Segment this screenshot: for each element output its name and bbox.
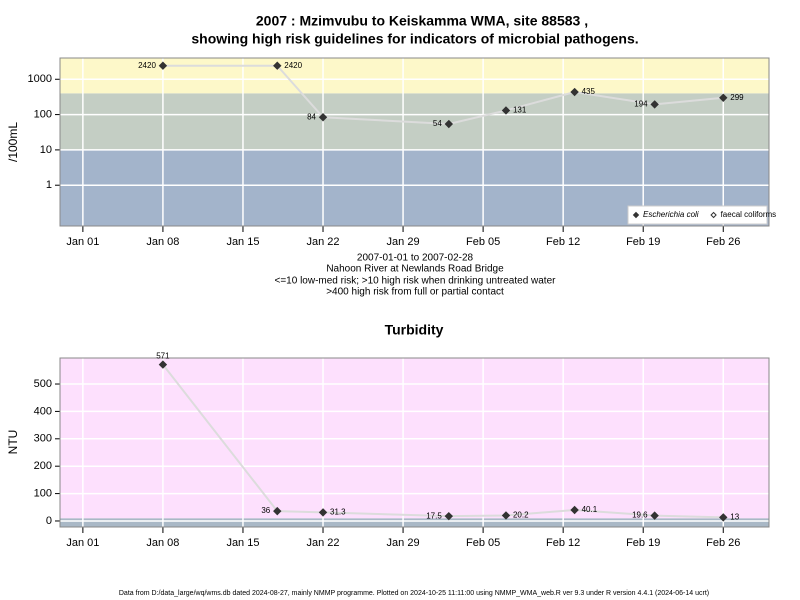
footer: Data from D:/data_large/wq/wms.db dated … (119, 590, 709, 597)
data-point (273, 506, 282, 516)
data-label: 2420 (138, 61, 156, 70)
risk-band (60, 518, 769, 527)
x-tick-label: Jan 01 (66, 537, 99, 549)
annotation: >400 high risk from full or partial cont… (326, 287, 504, 298)
data-label: 54 (433, 119, 442, 128)
y-axis-label: NTU (6, 430, 20, 455)
y-tick-label: 100 (34, 108, 52, 120)
x-tick-label: Feb 19 (626, 236, 660, 248)
y-axis-label: /100mL (6, 122, 20, 162)
data-point (501, 106, 511, 115)
x-tick-label: Feb 05 (466, 537, 500, 549)
data-label: 84 (307, 112, 316, 121)
y-tick-label: 300 (34, 433, 52, 445)
series-line (162, 64, 724, 126)
x-tick-label: Feb 19 (626, 537, 660, 549)
x-tick-label: Jan 29 (387, 236, 420, 248)
data-point (318, 113, 328, 122)
data-label: 31.3 (330, 508, 346, 517)
chart-title: 2007 : Mzimvubu to Keiskamma WMA, site 8… (256, 13, 588, 29)
data-label: 36 (261, 506, 270, 515)
data-point (719, 93, 728, 102)
data-point (158, 360, 168, 369)
data-label: 13 (730, 513, 739, 522)
x-tick-label: Jan 15 (226, 537, 259, 549)
data-label: 571 (156, 352, 170, 361)
legend-label: Escherichia coli (643, 210, 699, 219)
y-tick-label: 0 (46, 515, 52, 527)
legend-marker (632, 211, 640, 219)
risk-band (60, 58, 769, 94)
series-line (162, 363, 724, 519)
legend-box (627, 205, 768, 225)
legend-label: faecal coliforms (721, 210, 777, 219)
y-tick-label: 400 (34, 405, 52, 417)
data-point (650, 100, 659, 109)
data-point (444, 119, 454, 129)
x-tick-label: Jan 22 (307, 537, 340, 549)
legend-marker (710, 211, 717, 219)
x-tick-label: Feb 26 (706, 236, 740, 248)
data-point (501, 511, 511, 520)
data-point (158, 61, 168, 70)
x-tick-label: Feb 05 (466, 236, 500, 248)
x-tick-label: Feb 26 (706, 537, 740, 549)
y-tick-label: 1000 (28, 73, 52, 85)
y-tick-label: 10 (40, 144, 52, 156)
data-point (570, 87, 579, 97)
annotation: Nahoon River at Newlands Road Bridge (326, 264, 504, 275)
data-label: 20.2 (513, 511, 529, 520)
data-point (444, 511, 454, 521)
data-point (318, 508, 328, 517)
x-tick-label: Feb 12 (546, 236, 580, 248)
data-label: 2420 (284, 61, 302, 70)
plot-frame (59, 357, 770, 528)
y-tick-label: 200 (34, 460, 52, 472)
chart-subtitle: showing high risk guidelines for indicat… (191, 31, 638, 47)
data-label: 435 (582, 87, 596, 96)
data-label: 194 (634, 100, 648, 109)
y-tick-label: 500 (34, 378, 52, 390)
annotation: 2007-01-01 to 2007-02-28 (357, 253, 474, 264)
x-tick-label: Jan 15 (226, 236, 259, 248)
plot-frame (59, 57, 770, 227)
x-tick-label: Jan 08 (146, 537, 179, 549)
y-tick-label: 100 (34, 487, 52, 499)
y-tick-label: 1 (46, 179, 52, 191)
chart-title: Turbidity (385, 322, 444, 338)
data-label: 299 (730, 93, 744, 102)
x-tick-label: Jan 08 (146, 236, 179, 248)
x-tick-label: Jan 22 (307, 236, 340, 248)
data-point (570, 505, 579, 515)
annotation: <=10 low-med risk; >10 high risk when dr… (275, 276, 557, 287)
data-label: 17.5 (426, 511, 442, 520)
x-tick-label: Feb 12 (546, 537, 580, 549)
data-label: 40.1 (582, 505, 598, 514)
data-label: 131 (513, 106, 527, 115)
x-tick-label: Jan 29 (387, 537, 420, 549)
data-label: 19.6 (632, 511, 648, 520)
data-point (273, 61, 282, 70)
data-point (650, 511, 659, 520)
legend: Escherichia coli faecal coliforms (627, 205, 777, 225)
x-tick-label: Jan 01 (66, 236, 99, 248)
data-point (719, 513, 728, 522)
